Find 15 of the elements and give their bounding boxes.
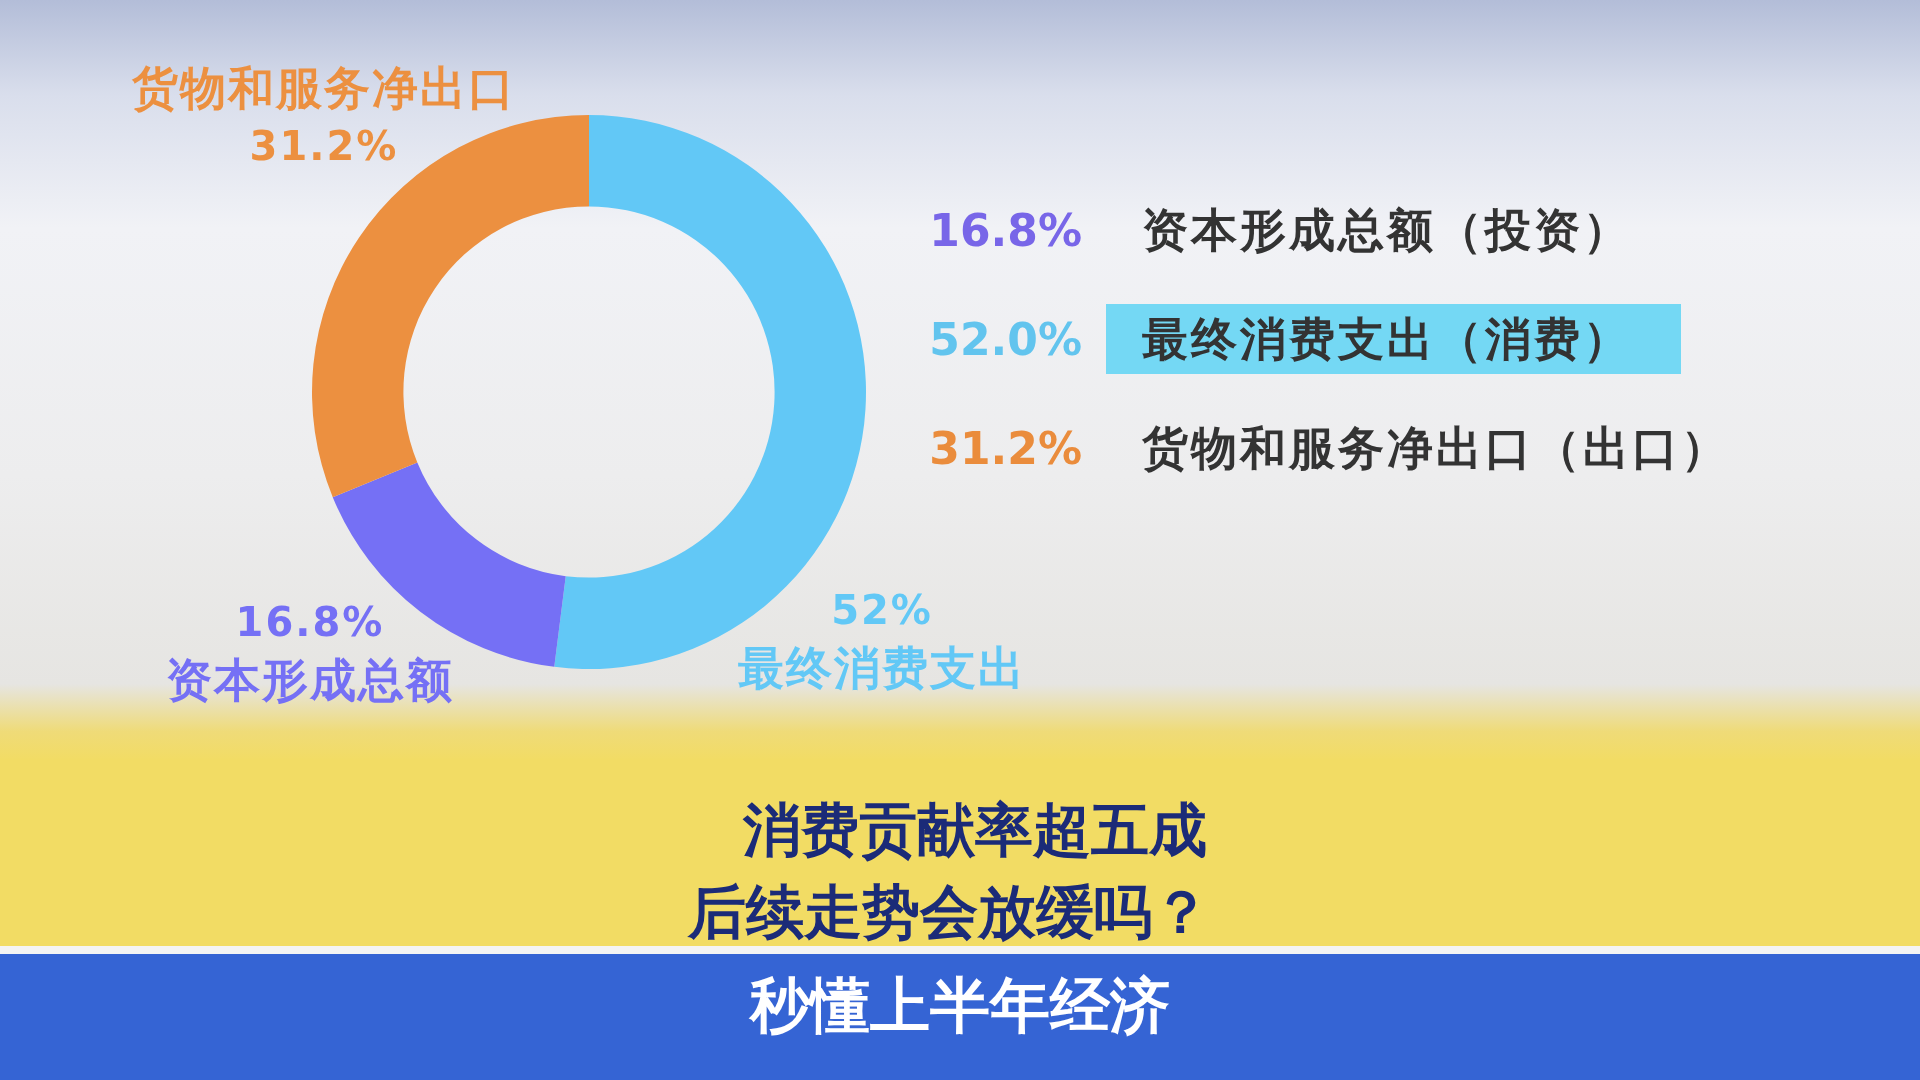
text: 31.2%	[929, 422, 1082, 474]
text: 后续走势会放缓吗？	[687, 878, 1210, 946]
text: 最终消费支出（消费）	[1142, 312, 1632, 366]
slice-label: 最终消费支出	[738, 641, 1026, 695]
slice-label: 资本形成总额	[166, 653, 454, 707]
data-label: 31.2%	[249, 123, 399, 169]
data-label: 52%	[831, 587, 933, 633]
slice-label: 货物和服务净出口	[131, 61, 516, 115]
text: 资本形成总额（投资）	[1142, 203, 1632, 257]
data-label: 16.8%	[235, 599, 385, 645]
text: 秒懂上半年经济	[748, 970, 1170, 1040]
text: 16.8%	[929, 204, 1082, 256]
text: 货物和服务净出口（出口）	[1141, 421, 1730, 475]
text: 消费贡献率超五成	[742, 796, 1207, 864]
text: 52.0%	[929, 313, 1082, 365]
